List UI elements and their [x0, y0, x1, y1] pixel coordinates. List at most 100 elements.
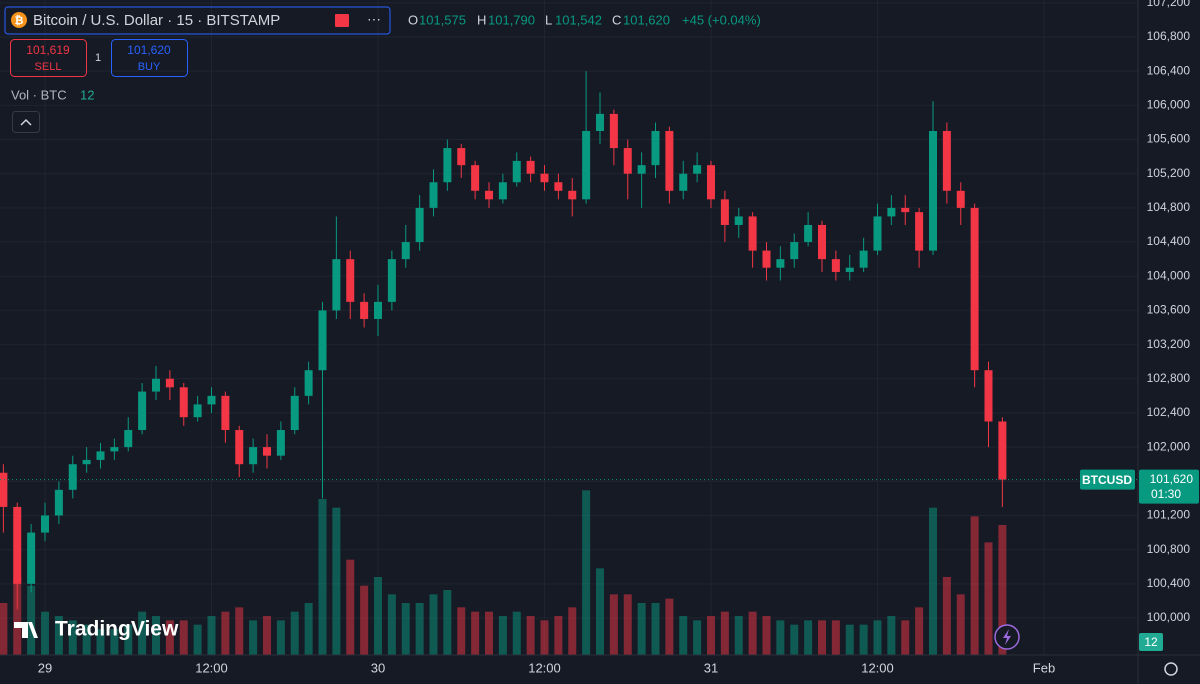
- volume-bar: [818, 620, 826, 655]
- y-tick-label: 102,400: [1147, 405, 1191, 419]
- volume-bar: [651, 603, 660, 655]
- sell-button[interactable]: [10, 39, 87, 77]
- volume-bar: [152, 616, 160, 655]
- sell-label[interactable]: SELL: [35, 61, 62, 73]
- volume-bar: [873, 620, 882, 655]
- candle-body: [762, 250, 771, 268]
- candle-body: [776, 259, 785, 268]
- candle-body: [179, 387, 188, 418]
- candle-body: [970, 207, 979, 371]
- volume-bar: [679, 616, 688, 655]
- candle-body: [235, 430, 244, 465]
- volume-bar: [859, 624, 868, 655]
- candle-body: [540, 173, 549, 183]
- candle-body: [193, 404, 202, 418]
- candle-body: [346, 259, 355, 302]
- volume-bar: [415, 603, 424, 655]
- volume-bar: [179, 620, 188, 655]
- volume-bar: [387, 594, 396, 655]
- grid: 100,000100,400100,800101,200101,600102,0…: [0, 0, 1190, 675]
- volume-bar: [998, 525, 1007, 655]
- last-price-label: 101,620: [1150, 472, 1194, 486]
- candle-body: [401, 242, 410, 260]
- candle-body: [374, 301, 382, 319]
- candle-body: [859, 250, 868, 268]
- volume-bar: [221, 611, 230, 655]
- volume-bar: [332, 507, 341, 655]
- symbol-tag-box: [1080, 469, 1135, 490]
- volume-bar: [956, 594, 965, 655]
- volume-bar: [568, 607, 577, 655]
- volume-bar: [485, 611, 493, 655]
- candle-body: [651, 130, 660, 166]
- bitcoin-icon: [11, 12, 27, 28]
- y-tick-label: 106,800: [1147, 29, 1191, 43]
- candle-body: [998, 421, 1007, 480]
- volume-bar: [637, 603, 646, 655]
- candle-body: [693, 165, 702, 174]
- volume-badge: 12: [1144, 635, 1158, 649]
- candle-body: [734, 216, 743, 225]
- volume-bar: [13, 577, 22, 655]
- countdown: 01:30: [1151, 487, 1181, 501]
- flag-icon[interactable]: [335, 14, 349, 27]
- c-label: C: [612, 12, 621, 27]
- c-value: 101,620: [623, 12, 670, 27]
- volume-bar: [54, 616, 63, 655]
- collapse-button[interactable]: [12, 111, 40, 133]
- volume-bar: [970, 516, 979, 655]
- y-tick-label: 100,400: [1147, 576, 1191, 590]
- volume-bar: [540, 620, 549, 655]
- candle-body: [623, 148, 632, 174]
- volume-bar: [804, 620, 813, 655]
- logo-text: TradingView: [55, 618, 179, 641]
- candle-body: [637, 165, 646, 174]
- volume-bar: [790, 624, 799, 655]
- candle-body: [165, 378, 174, 388]
- y-tick-label: 102,000: [1147, 439, 1191, 453]
- sell-price[interactable]: 101,619: [26, 43, 70, 57]
- volume-bar: [582, 490, 591, 655]
- candle-body: [124, 430, 133, 448]
- candle-body: [332, 259, 341, 311]
- symbol-box[interactable]: [4, 6, 391, 35]
- x-tick-label: 12:00: [195, 660, 228, 675]
- x-tick-label: 31: [704, 660, 718, 675]
- candle-body: [360, 301, 369, 319]
- volume-bar: [346, 559, 355, 655]
- volume-bar: [249, 620, 258, 655]
- quantity: 1: [95, 52, 101, 64]
- candle-body: [831, 259, 840, 272]
- candle-body: [915, 212, 924, 251]
- buy-price[interactable]: 101,620: [127, 43, 171, 57]
- assistant-icon: [1003, 629, 1011, 645]
- candle-body: [13, 506, 22, 584]
- buy-button[interactable]: [111, 39, 188, 77]
- candle-body: [138, 391, 147, 431]
- volume-bar: [276, 620, 285, 655]
- candle-body: [485, 190, 493, 200]
- volume-bar: [498, 616, 507, 655]
- candle-body: [457, 148, 466, 166]
- y-tick-label: 106,400: [1147, 63, 1191, 77]
- settings-icon[interactable]: [1164, 662, 1178, 676]
- x-tick-label: 29: [38, 660, 52, 675]
- y-tick-label: 104,000: [1147, 268, 1191, 282]
- volume-bar: [318, 499, 327, 655]
- volume-bar: [734, 616, 743, 655]
- volume-bar: [776, 620, 785, 655]
- candle-body: [720, 199, 729, 225]
- more-icon[interactable]: ···: [367, 11, 381, 27]
- volume-bar: [235, 607, 244, 655]
- candle-body: [512, 160, 521, 183]
- volume-bar: [360, 585, 369, 655]
- buy-label[interactable]: BUY: [138, 61, 161, 73]
- volume-bar: [429, 594, 438, 655]
- y-tick-label: 100,000: [1147, 610, 1191, 624]
- candle-body: [901, 207, 910, 213]
- candle-body: [984, 370, 993, 422]
- volume-bar: [748, 611, 757, 655]
- volume-bar: [623, 594, 632, 655]
- candle-body: [471, 165, 480, 191]
